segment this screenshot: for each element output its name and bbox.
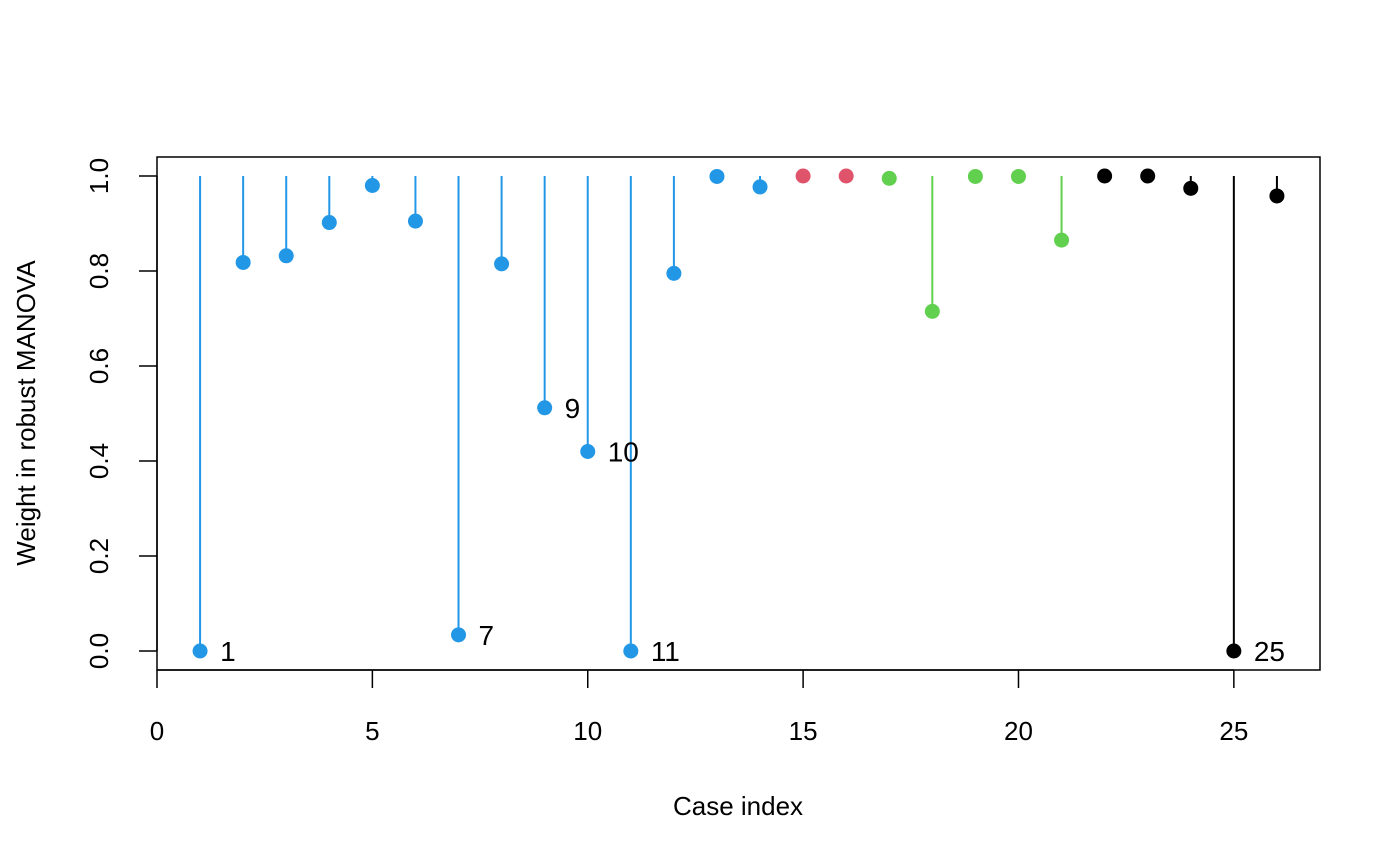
x-tick-label: 5	[365, 716, 379, 746]
y-tick-label: 0.2	[84, 538, 114, 574]
y-tick-label: 0.0	[84, 633, 114, 669]
data-point	[321, 215, 337, 231]
y-axis: 0.0 0.2 0.4 0.6 0.8 1.0	[84, 158, 158, 669]
data-point	[709, 168, 725, 184]
data-point	[623, 643, 639, 659]
data-point	[881, 170, 897, 186]
data-point	[752, 179, 768, 195]
point-label: 9	[565, 393, 581, 424]
data-point	[235, 254, 251, 270]
data-point	[795, 168, 811, 184]
data-point	[666, 265, 682, 281]
data-points	[192, 168, 1285, 659]
point-label: 7	[479, 620, 495, 651]
data-point	[1054, 232, 1070, 248]
data-point	[1269, 188, 1285, 204]
data-point	[494, 256, 510, 272]
data-point	[1226, 643, 1242, 659]
point-label: 1	[220, 636, 236, 667]
x-tick-label: 20	[1004, 716, 1033, 746]
drop-lines	[199, 176, 1278, 651]
x-tick-label: 15	[789, 716, 818, 746]
y-tick-label: 0.6	[84, 348, 114, 384]
y-axis-label: Weight in robust MANOVA	[11, 260, 41, 566]
data-point	[838, 168, 854, 184]
data-point	[192, 643, 208, 659]
plot-frame	[156, 156, 1321, 671]
data-point	[1010, 168, 1026, 184]
y-tick-label: 1.0	[84, 158, 114, 194]
x-tick-label: 0	[150, 716, 164, 746]
data-point	[278, 248, 294, 264]
point-label: 25	[1254, 636, 1285, 667]
y-tick-label: 0.8	[84, 253, 114, 289]
x-axis: 0 5 10 15 20 25	[150, 669, 1248, 746]
data-point	[537, 400, 553, 416]
x-tick-label: 10	[573, 716, 602, 746]
data-point	[924, 303, 940, 319]
data-point	[1183, 180, 1199, 196]
data-point	[580, 444, 596, 459]
y-tick-label: 0.4	[84, 443, 114, 479]
data-point	[407, 213, 423, 229]
data-point	[364, 178, 380, 193]
data-point	[451, 627, 467, 643]
point-labels: 1 7 9 10 11 25	[220, 393, 1285, 667]
data-point	[967, 168, 983, 184]
point-label: 10	[608, 437, 639, 468]
x-tick-label: 25	[1219, 716, 1248, 746]
data-point	[1140, 168, 1156, 184]
x-axis-label: Case index	[673, 791, 803, 821]
data-point	[1097, 168, 1113, 184]
point-label: 11	[651, 636, 680, 667]
